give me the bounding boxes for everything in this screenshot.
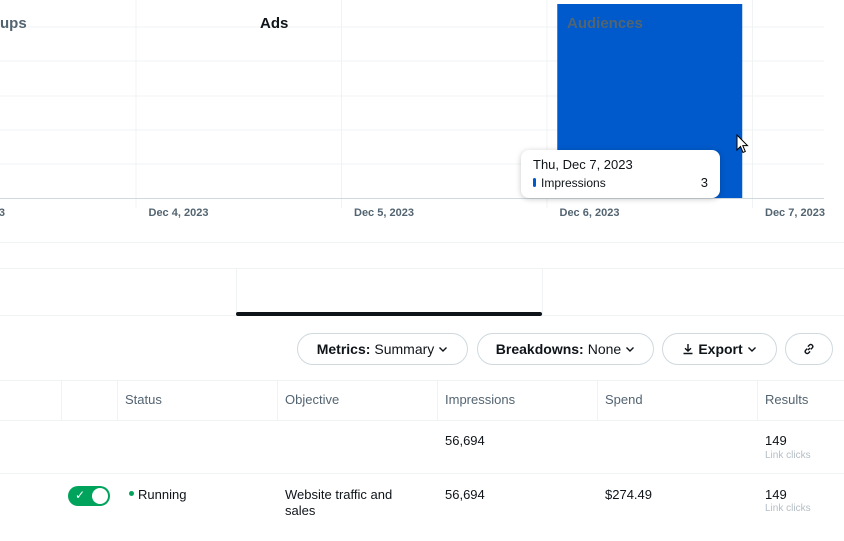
header-bottom-border xyxy=(0,420,844,421)
export-label: Export xyxy=(698,341,743,357)
ad-spend: $274.49 xyxy=(605,487,652,502)
x-tick-label: Dec 6, 2023 xyxy=(560,207,620,219)
metrics-value: Summary xyxy=(374,341,435,357)
export-button[interactable]: Export xyxy=(662,333,777,365)
metrics-dropdown[interactable]: Metrics: Summary xyxy=(297,333,468,365)
totals-bottom-border xyxy=(0,473,844,474)
tooltip-series-swatch xyxy=(533,178,536,187)
column-header-impressions[interactable]: Impressions xyxy=(445,392,516,407)
column-header-status[interactable]: Status xyxy=(125,392,162,407)
tooltip-value: 3 xyxy=(700,175,708,190)
chart-grid xyxy=(0,0,824,208)
level-tabs xyxy=(0,268,844,316)
x-tick-label: Dec 4, 2023 xyxy=(149,207,209,219)
mouse-cursor-icon xyxy=(736,134,749,154)
tab-audiences[interactable]: Audiences xyxy=(567,15,643,32)
tab-ads[interactable]: Ads xyxy=(260,15,289,32)
totals-results-type: Link clicks xyxy=(765,450,811,461)
ad-enabled-toggle[interactable]: ✓ xyxy=(68,486,110,506)
totals-impressions: 56,694 xyxy=(445,433,485,448)
toggle-knob xyxy=(92,488,108,504)
copy-link-button[interactable] xyxy=(785,333,833,365)
ad-status: Running xyxy=(138,487,187,502)
breakdowns-label: Breakdowns: xyxy=(495,341,584,357)
tab-separator xyxy=(542,268,543,316)
tooltip-date: Thu, Dec 7, 2023 xyxy=(533,157,633,172)
column-header-objective[interactable]: Objective xyxy=(285,392,340,407)
column-header-spend[interactable]: Spend xyxy=(605,392,643,407)
x-tick-label: 3 xyxy=(0,207,5,219)
x-tick-label: Dec 5, 2023 xyxy=(354,207,414,219)
metrics-label: Metrics: xyxy=(316,341,371,357)
chevron-down-icon xyxy=(626,347,635,352)
ad-results: 149 xyxy=(765,487,787,502)
breakdowns-value: None xyxy=(587,341,622,357)
tooltip-series-label: Impressions xyxy=(541,175,606,190)
check-icon: ✓ xyxy=(75,488,86,502)
chart-tooltip: Thu, Dec 7, 2023 Impressions 3 xyxy=(521,150,720,198)
totals-results: 149 xyxy=(765,433,787,448)
table-top-border xyxy=(0,380,844,381)
ad-objective: Website traffic and sales xyxy=(285,487,393,518)
column-separator xyxy=(117,380,118,420)
tab-separator xyxy=(236,268,237,316)
running-status-dot-icon xyxy=(129,491,134,496)
chart-x-ticks: 3 Dec 4, 2023 Dec 5, 2023 Dec 6, 2023 Dec 7,… xyxy=(0,207,825,219)
x-tick-label: Dec 7, 2023 xyxy=(765,207,825,219)
active-tab-indicator xyxy=(236,312,542,316)
ad-impressions: 56,694 xyxy=(445,487,485,502)
breakdowns-dropdown[interactable]: Breakdowns: None xyxy=(477,333,654,365)
download-icon xyxy=(683,344,693,355)
column-header-results[interactable]: Results xyxy=(765,392,809,407)
chevron-down-icon xyxy=(439,347,448,352)
chart-bottom-divider xyxy=(0,242,844,243)
column-separator xyxy=(437,380,438,420)
chevron-down-icon xyxy=(747,347,756,352)
column-separator xyxy=(757,380,758,420)
link-icon xyxy=(804,343,814,355)
tab-ad-groups[interactable]: ups xyxy=(0,15,27,32)
column-separator xyxy=(61,380,62,420)
ad-results-type: Link clicks xyxy=(765,503,811,514)
column-separator xyxy=(597,380,598,420)
column-separator xyxy=(277,380,278,420)
